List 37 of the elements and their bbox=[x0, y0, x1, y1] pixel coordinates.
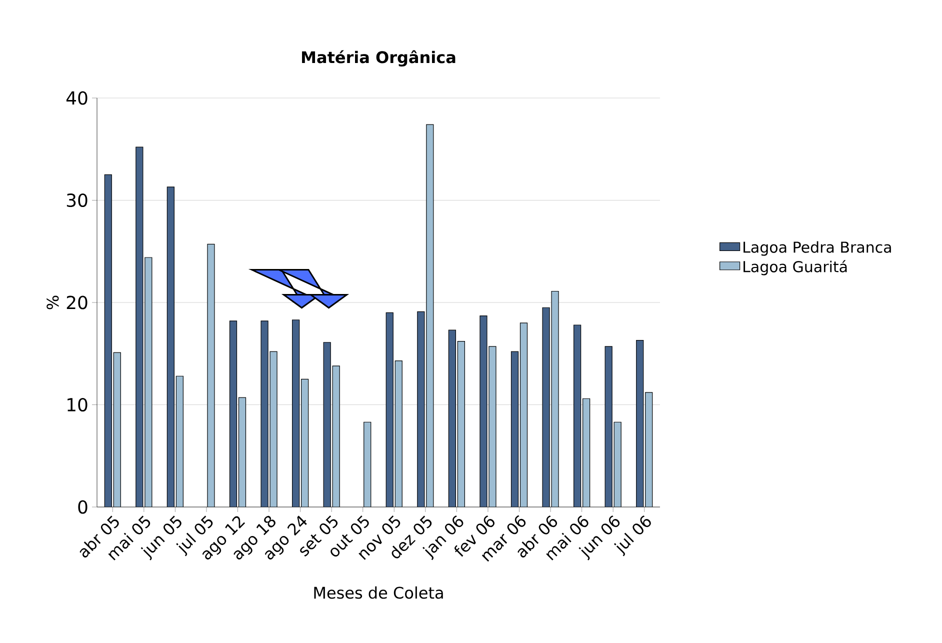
bar bbox=[292, 320, 300, 507]
bar bbox=[167, 186, 174, 507]
bar bbox=[574, 324, 581, 507]
bar bbox=[395, 360, 402, 507]
y-tick-label: 20 bbox=[66, 296, 88, 310]
bar bbox=[636, 340, 644, 507]
bar bbox=[104, 174, 112, 507]
bar bbox=[520, 322, 528, 507]
bar bbox=[144, 258, 152, 507]
bar bbox=[301, 379, 308, 507]
bar bbox=[605, 346, 612, 507]
y-tick-label: 0 bbox=[78, 500, 88, 514]
y-tick-label: 40 bbox=[66, 91, 88, 105]
bar bbox=[458, 341, 465, 507]
bar bbox=[614, 422, 622, 507]
bar bbox=[136, 147, 143, 507]
bar bbox=[448, 330, 456, 507]
bar bbox=[386, 312, 394, 507]
y-tick-label: 30 bbox=[66, 193, 88, 208]
bar bbox=[582, 398, 590, 507]
x-axis-title: Meses de Coleta bbox=[314, 586, 443, 599]
bar bbox=[511, 352, 518, 507]
bar bbox=[238, 398, 246, 507]
bar bbox=[324, 342, 331, 507]
bar bbox=[417, 312, 424, 507]
bar bbox=[176, 376, 184, 507]
bar bbox=[426, 124, 434, 507]
y-axis-title: % bbox=[46, 296, 59, 310]
legend-label: Lagoa Guaritá bbox=[744, 260, 847, 276]
bar bbox=[364, 422, 371, 507]
y-tick-label: 10 bbox=[68, 398, 88, 412]
bar bbox=[645, 392, 653, 507]
bar bbox=[332, 366, 340, 507]
legend-label: Lagoa Pedra Branca bbox=[744, 241, 891, 256]
bar bbox=[114, 352, 121, 507]
chart-title: Matéria Orgânica bbox=[302, 50, 456, 66]
bar bbox=[230, 320, 237, 507]
